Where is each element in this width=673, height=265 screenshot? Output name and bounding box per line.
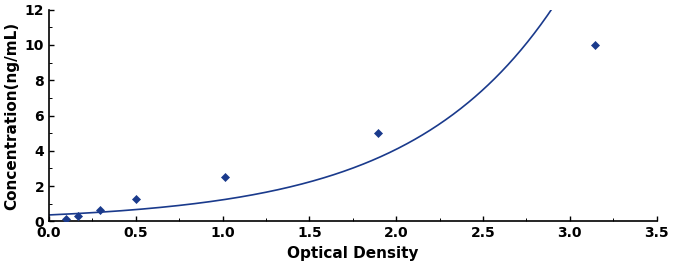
X-axis label: Optical Density: Optical Density [287,246,419,261]
Y-axis label: Concentration(ng/mL): Concentration(ng/mL) [4,21,19,210]
